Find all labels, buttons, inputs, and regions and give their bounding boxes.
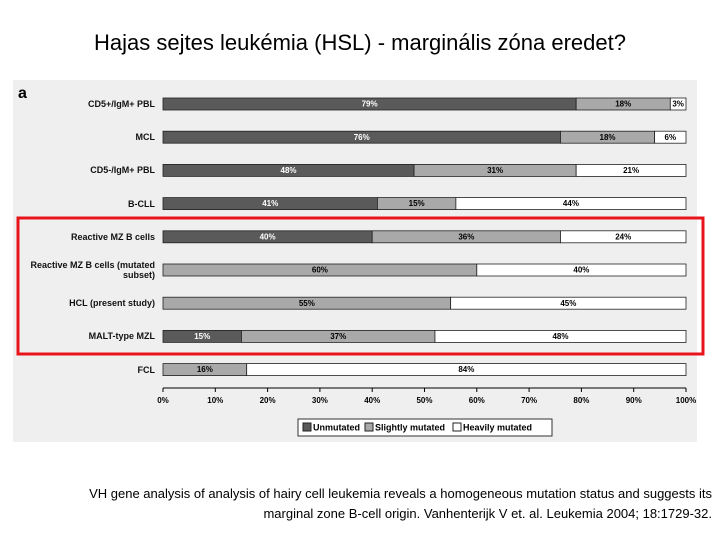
x-tick-label: 60% <box>469 396 485 405</box>
x-tick-label: 30% <box>312 396 328 405</box>
bar-segment <box>455 197 687 211</box>
value-label: 48% <box>552 332 568 341</box>
bar-segment <box>476 263 687 277</box>
bar-segment <box>575 163 687 177</box>
legend-label: Slightly mutated <box>375 422 445 432</box>
value-label: 45% <box>560 299 576 308</box>
value-label: 6% <box>665 133 677 142</box>
bar-segment <box>450 296 687 310</box>
value-label: 15% <box>194 332 210 341</box>
category-label: CD5+/IgM+ PBL <box>87 99 155 109</box>
category-label: B-CLL <box>128 198 155 209</box>
x-tick-label: 40% <box>364 396 380 405</box>
legend-swatch <box>452 422 462 432</box>
x-tick-label: 20% <box>260 396 276 405</box>
value-label: 36% <box>458 232 474 241</box>
category-label: CD5-/IgM+ PBL <box>90 165 155 176</box>
value-label: 21% <box>623 166 639 175</box>
value-label: 55% <box>299 299 315 308</box>
x-tick-label: 90% <box>626 396 642 405</box>
legend-label: Heavily mutated <box>463 422 532 432</box>
value-label: 60% <box>312 266 328 275</box>
caption-line: marginal zone B-cell origin. Vanhenterij… <box>263 506 712 521</box>
bar-segment <box>669 97 687 111</box>
value-label: 44% <box>563 199 579 208</box>
x-tick-label: 70% <box>521 396 537 405</box>
legend-label: Unmutated <box>313 422 360 432</box>
legend-swatch <box>302 422 312 432</box>
x-tick-label: 0% <box>157 396 169 405</box>
caption-line: VH gene analysis of analysis of hairy ce… <box>89 486 712 501</box>
category-label: MALT-type MZL <box>88 331 155 342</box>
bar-segment <box>560 230 687 244</box>
value-label: 40% <box>573 266 589 275</box>
slide-title: Hajas sejtes leukémia (HSL) - marginális… <box>94 30 626 55</box>
x-tick-label: 80% <box>573 396 589 405</box>
value-label: 41% <box>262 199 278 208</box>
category-label: MCL <box>135 132 156 143</box>
x-tick-label: 100% <box>676 396 696 405</box>
bar-segment <box>246 363 687 377</box>
value-label: 18% <box>600 133 616 142</box>
category-label: Reactive MZ B cells (mutated subset) <box>30 260 155 280</box>
highlight-box <box>16 216 705 356</box>
value-label: 40% <box>260 232 276 241</box>
value-label: 16% <box>197 365 213 374</box>
value-label: 37% <box>330 332 346 341</box>
category-label: FCL <box>137 364 156 375</box>
x-tick-label: 10% <box>207 396 223 405</box>
panel-label: a <box>18 85 27 102</box>
value-label: 76% <box>354 133 370 142</box>
bar-segment <box>434 329 687 343</box>
value-label: 3% <box>672 100 684 109</box>
bar-segment <box>654 130 687 144</box>
x-tick-label: 50% <box>416 396 432 405</box>
value-label: 18% <box>615 100 631 109</box>
legend-swatch <box>364 422 374 432</box>
legend-box <box>297 418 553 437</box>
value-label: 15% <box>409 199 425 208</box>
category-label: HCL (present study) <box>69 298 155 309</box>
value-label: 31% <box>487 166 503 175</box>
value-label: 79% <box>362 100 378 109</box>
value-label: 24% <box>615 232 631 241</box>
value-label: 48% <box>281 166 297 175</box>
category-label: Reactive MZ B cells <box>70 231 155 242</box>
value-label: 84% <box>458 365 474 374</box>
